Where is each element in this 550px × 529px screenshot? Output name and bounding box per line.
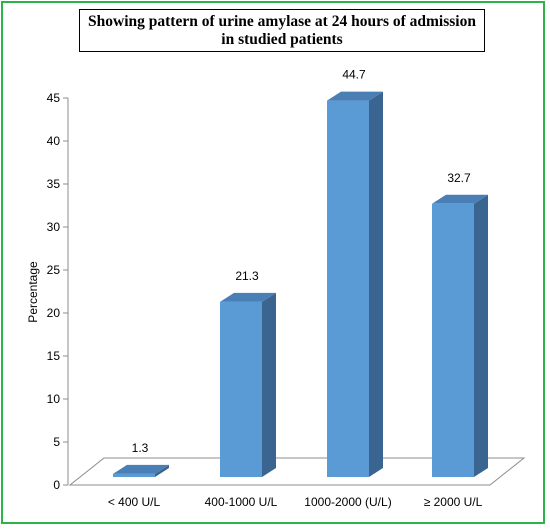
floor-plane [68, 457, 526, 486]
x-category-label: 400-1000 U/L [205, 495, 278, 509]
bar [113, 464, 169, 477]
y-tick-label: 5 [53, 435, 60, 449]
y-tick-label: 25 [47, 263, 61, 277]
chart-title: Showing pattern of urine amylase at 24 h… [79, 9, 485, 52]
bar [432, 194, 488, 477]
y-axis: 0 5 10 15 20 25 30 35 40 45 [47, 91, 69, 492]
bar-value-label: 21.3 [235, 269, 259, 283]
bar-top [113, 464, 169, 474]
chart-title-line2: in studied patients [221, 30, 343, 48]
y-tick-label: 30 [47, 220, 61, 234]
bar-value-label: 32.7 [447, 171, 471, 185]
y-tick-label: 0 [53, 478, 60, 492]
y-tick-label: 40 [47, 134, 61, 148]
y-axis-label: Percentage [26, 261, 40, 323]
bar-value-label: 1.3 [132, 441, 149, 455]
y-tick-label: 45 [47, 91, 61, 105]
bar-top [327, 91, 383, 101]
bar-value-label: 44.7 [342, 68, 366, 82]
bar-side [262, 292, 276, 477]
labels: 1.3 < 400 U/L 21.3 400-1000 U/L 44.7 1000-200… [108, 68, 483, 509]
bar-front [113, 473, 155, 477]
x-category-label: 1000-2000 (U/L) [304, 495, 391, 509]
chart-title-line1: Showing pattern of urine amylase at 24 h… [88, 12, 476, 30]
y-tick-label: 20 [47, 306, 61, 320]
y-tick-label: 10 [47, 392, 61, 406]
x-category-label: < 400 U/L [108, 495, 161, 509]
bar-top [432, 194, 488, 204]
bars [113, 91, 488, 477]
bar-front [220, 301, 262, 477]
bar-front [327, 100, 369, 477]
bar [220, 292, 276, 477]
bar-top [220, 292, 276, 302]
bar-side [155, 464, 169, 477]
bar [327, 91, 383, 477]
x-category-label: ≥ 2000 U/L [424, 495, 483, 509]
bar-side [369, 91, 383, 477]
chart-floor [68, 457, 526, 486]
bar-side [474, 194, 488, 477]
y-tick-label: 15 [47, 349, 61, 363]
y-tick-label: 35 [47, 177, 61, 191]
bar-front [432, 203, 474, 477]
